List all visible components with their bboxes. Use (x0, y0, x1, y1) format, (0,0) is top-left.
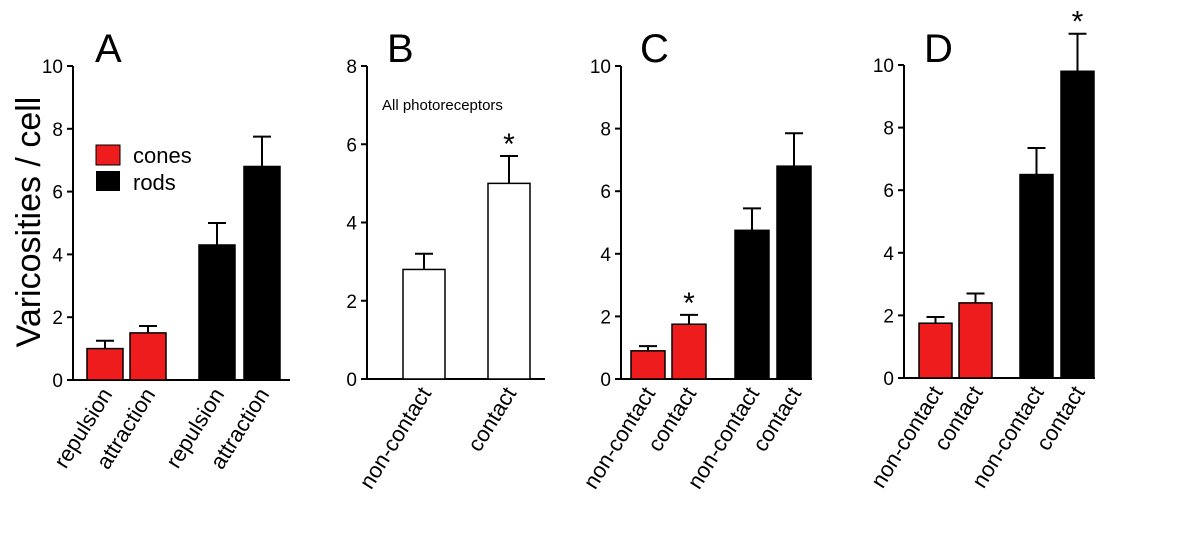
y-tick-label: 0 (346, 370, 357, 391)
y-tick-label: 6 (883, 181, 894, 202)
y-tick-label: 10 (873, 56, 894, 77)
y-tick-label: 4 (346, 214, 357, 235)
y-tick-label: 8 (52, 120, 63, 141)
bar-cones (630, 350, 666, 380)
panel-d: D0246810non-contactcontactnon-contact*co… (866, 6, 1095, 492)
y-tick-label: 0 (52, 371, 63, 392)
y-tick-label: 2 (346, 292, 357, 313)
bar-cones (918, 322, 953, 379)
bar-all (402, 268, 446, 380)
x-tick-label: contact (462, 382, 521, 455)
bar-rods (1060, 70, 1095, 379)
y-tick-label: 0 (883, 369, 894, 390)
y-tick-label: 2 (52, 308, 63, 329)
bar-cones (958, 302, 993, 379)
y-tick-label: 2 (600, 307, 611, 328)
y-tick-label: 4 (600, 245, 611, 266)
bar-rods (776, 165, 812, 380)
bar-rods (734, 229, 770, 380)
y-tick-label: 4 (883, 244, 894, 265)
bar-all (487, 182, 531, 380)
y-tick-label: 8 (346, 57, 357, 78)
panel-label: C (640, 27, 669, 71)
legend-swatch-rods (96, 171, 120, 191)
bar-rods (1019, 173, 1054, 379)
bar-cones (86, 347, 124, 381)
y-tick-label: 6 (52, 183, 63, 204)
x-tick-label: non-contact (354, 382, 436, 493)
significance-marker: * (1072, 6, 1084, 39)
legend-label-cones: cones (133, 143, 192, 168)
bar-rods (198, 244, 236, 381)
legend-label-rods: rods (133, 170, 176, 195)
significance-marker: * (503, 128, 515, 161)
y-tick-label: 10 (590, 57, 611, 78)
bar-rods (243, 165, 281, 381)
panel-c: C0246810non-contact*contactnon-contactco… (578, 27, 812, 493)
panel-label: B (387, 27, 414, 71)
panel-label: A (95, 27, 122, 71)
bar-cones (671, 323, 707, 380)
y-tick-label: 6 (346, 135, 357, 156)
legend-swatch-cones (95, 144, 121, 166)
y-tick-label: 8 (600, 120, 611, 141)
panel-b-annotation: All photoreceptors (382, 97, 503, 114)
y-tick-label: 8 (883, 119, 894, 140)
y-tick-label: 6 (600, 182, 611, 203)
y-tick-label: 10 (42, 57, 63, 78)
significance-marker: * (683, 287, 695, 320)
panel-label: D (924, 27, 953, 71)
y-axis-label: Varicosities / cell (10, 97, 48, 348)
y-tick-label: 0 (600, 370, 611, 391)
legend: cones rods (95, 143, 192, 195)
bar-cones (129, 332, 167, 381)
y-tick-label: 2 (883, 306, 894, 327)
y-tick-label: 4 (52, 245, 63, 266)
